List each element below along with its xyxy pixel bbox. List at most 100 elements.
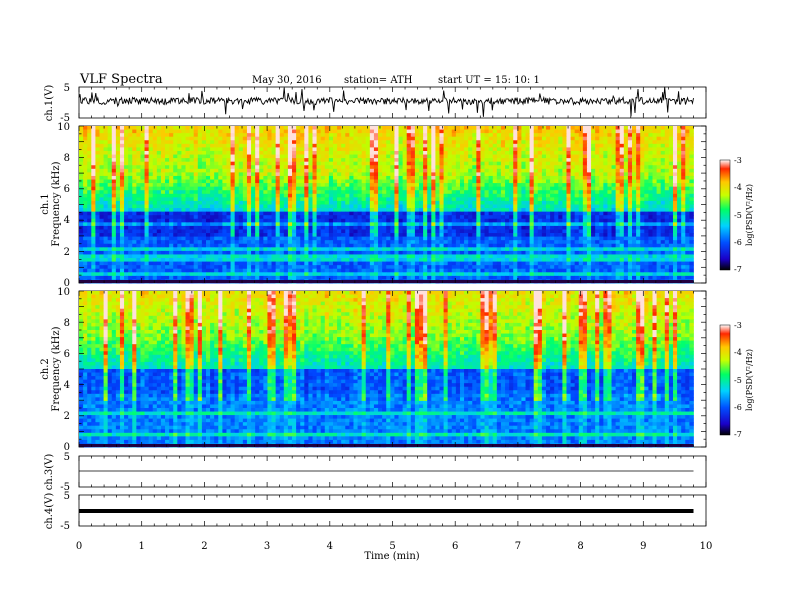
spectrogram-cell (668, 208, 674, 213)
spectrogram-cell (632, 183, 637, 188)
spectrogram-cell (214, 211, 219, 216)
spectrogram-cell (492, 161, 498, 166)
spectrogram-cell (611, 183, 617, 188)
spectrogram-cell (455, 240, 461, 245)
spectrogram-cell (87, 165, 92, 170)
spectrogram-cell (509, 126, 514, 130)
spectrogram-cell (509, 161, 514, 166)
spectrogram-cell (537, 136, 543, 141)
spectrogram-cell (386, 225, 391, 230)
spectrogram-cell (615, 218, 621, 223)
spectrogram-cell (541, 233, 547, 238)
spectrogram-cell (349, 204, 354, 209)
spectrogram-cell (304, 172, 309, 177)
spectrogram-cell (160, 165, 166, 170)
spectrogram-cell (128, 197, 133, 202)
spectrogram-cell (234, 204, 240, 209)
spectrogram-cell (558, 168, 563, 173)
spectrogram-cell (238, 218, 244, 223)
spectrogram-cell (214, 147, 219, 152)
spectrogram-cell (578, 143, 584, 148)
spectrogram-cell (398, 168, 404, 173)
spectrogram-cell (214, 186, 219, 191)
spectrogram-cell (591, 183, 596, 188)
spectrogram-cell (562, 150, 567, 155)
spectrogram-cell (345, 126, 350, 130)
spectrogram-cell (263, 133, 268, 138)
spectrogram-cell (464, 172, 469, 177)
spectrogram-cell (328, 215, 334, 220)
spectrogram-cell (185, 186, 191, 191)
spectrogram-cell (357, 165, 363, 170)
spectrogram-cell (517, 204, 522, 209)
spectrogram-cell (205, 236, 211, 241)
spectrogram-cell (398, 126, 404, 130)
spectrogram-cell (165, 233, 170, 238)
spectrogram-cell (210, 218, 215, 223)
spectrogram-cell (361, 190, 367, 195)
spectrogram-cell (427, 208, 432, 213)
spectrogram-cell (636, 236, 641, 241)
spectrogram-cell (201, 229, 207, 234)
spectrogram-cell (144, 147, 150, 152)
spectrogram-cell (685, 183, 690, 188)
spectrogram-cell (398, 133, 404, 138)
spectrogram-cell (574, 197, 580, 202)
spectrogram-cell (492, 215, 498, 220)
spectrogram-cell (95, 215, 100, 220)
spectrogram-cell (308, 133, 313, 138)
spectrogram-cell (439, 165, 444, 170)
spectrogram-cell (595, 193, 600, 198)
spectrogram-cell (525, 215, 531, 220)
spectrogram-cell (95, 211, 100, 216)
spectrogram-cell (484, 140, 490, 145)
spectrogram-cell (365, 215, 371, 220)
spectrogram-cell (427, 233, 432, 238)
spectrogram-cell (222, 186, 227, 191)
spectrogram-cell (668, 218, 674, 223)
spectrogram-cell (201, 147, 207, 152)
spectrogram-cell (406, 150, 412, 155)
spectrogram-cell (357, 158, 363, 163)
spectrogram-cell (214, 165, 219, 170)
spectrogram-cell (95, 172, 100, 177)
spectrogram-cell (652, 136, 657, 141)
spectrogram-cell (91, 193, 96, 198)
spectrogram-cell (513, 204, 518, 209)
spectrogram-cell (545, 179, 551, 184)
spectrogram-cell (480, 140, 485, 145)
spectrogram-cell (681, 222, 686, 227)
spectrogram-cell (246, 179, 252, 184)
spectrogram-cell (562, 186, 567, 191)
spectrogram-cell (337, 172, 342, 177)
spectrogram-cell (533, 154, 539, 159)
spectrogram-cell (476, 168, 481, 173)
spectrogram-cell (386, 165, 391, 170)
spectrogram-cell (234, 208, 240, 213)
spectrogram-cell (308, 140, 313, 145)
spectrogram-cell (173, 204, 178, 209)
spectrogram-cell (107, 172, 113, 177)
spectrogram-cell (140, 236, 145, 241)
spectrogram-cell (406, 204, 412, 209)
spectrogram-cell (320, 179, 326, 184)
spectrogram-cell (177, 218, 182, 223)
spectrogram-cell (324, 222, 330, 227)
spectrogram-cell (505, 215, 510, 220)
spectrogram-cell (439, 190, 444, 195)
spectrogram-cell (148, 158, 154, 163)
spectrogram-cell (324, 172, 330, 177)
spectrogram-cell (550, 165, 555, 170)
spectrogram-cell (111, 168, 117, 173)
spectrogram-cell (316, 154, 322, 159)
spectrogram-cell (562, 154, 567, 159)
spectrogram-cell (345, 143, 350, 148)
spectrogram-cell (242, 133, 248, 138)
spectrogram-cell (386, 233, 391, 238)
spectrogram-cell (111, 240, 117, 245)
spectrogram-cell (296, 236, 301, 241)
spectrogram-cell (529, 197, 535, 202)
spectrogram-cell (496, 240, 502, 245)
spectrogram-cell (308, 154, 313, 159)
spectrogram-cell (627, 143, 633, 148)
